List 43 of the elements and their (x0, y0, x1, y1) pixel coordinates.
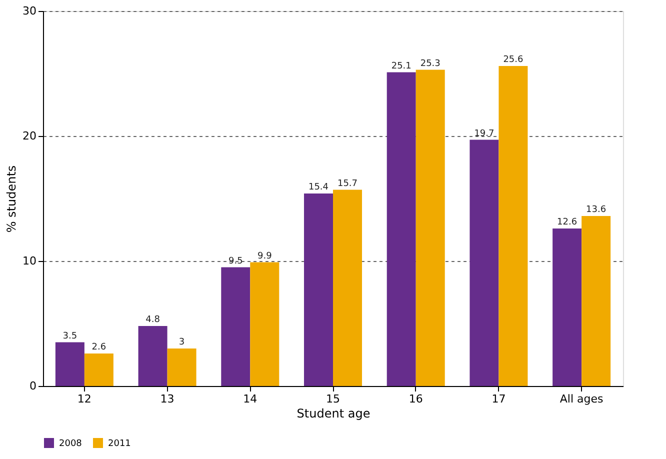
data-label: 4.8 (146, 315, 160, 325)
x-tick-label: 16 (408, 392, 423, 406)
bar (498, 66, 528, 386)
data-label: 25.3 (420, 58, 440, 69)
bar (304, 194, 333, 386)
bar (167, 348, 196, 386)
data-label: 3.5 (62, 331, 78, 342)
data-label: 15.7 (337, 178, 358, 189)
bar (221, 267, 250, 386)
bar (138, 326, 168, 386)
x-tick-label: All ages (560, 392, 604, 406)
x-axis-title: Student age (296, 406, 370, 420)
bar (55, 342, 84, 386)
legend-label: 2008 (59, 439, 82, 449)
data-label: 9.9 (257, 251, 272, 262)
bar (84, 354, 114, 386)
data-label: 25.1 (391, 61, 412, 72)
y-axis-title: % students (4, 165, 19, 233)
y-tick-label: 20 (22, 130, 36, 142)
data-label: 15.4 (308, 182, 329, 192)
data-label: 9.5 (228, 256, 243, 266)
data-label: 12.6 (557, 218, 578, 228)
x-tick-label: 14 (243, 392, 258, 406)
bar (250, 262, 280, 386)
x-tick-label: 17 (492, 392, 506, 406)
y-tick-label: 30 (22, 4, 36, 18)
data-label: 3 (178, 338, 185, 348)
x-tick-label: 13 (160, 392, 174, 406)
bar (416, 70, 445, 386)
bar (552, 228, 582, 386)
data-label: 19.7 (474, 128, 494, 139)
y-tick-label: 0 (30, 380, 36, 392)
bar (470, 140, 499, 386)
data-label: 13.6 (586, 205, 606, 215)
bar (386, 72, 416, 386)
x-tick-label: 15 (326, 392, 340, 406)
x-tick-label: 12 (77, 392, 92, 406)
data-label: 25.6 (503, 55, 524, 65)
bar (582, 216, 611, 386)
y-tick-label: 10 (22, 254, 36, 268)
bar (333, 190, 362, 386)
legend-label: 2011 (108, 439, 131, 449)
data-label: 2.6 (92, 342, 106, 352)
